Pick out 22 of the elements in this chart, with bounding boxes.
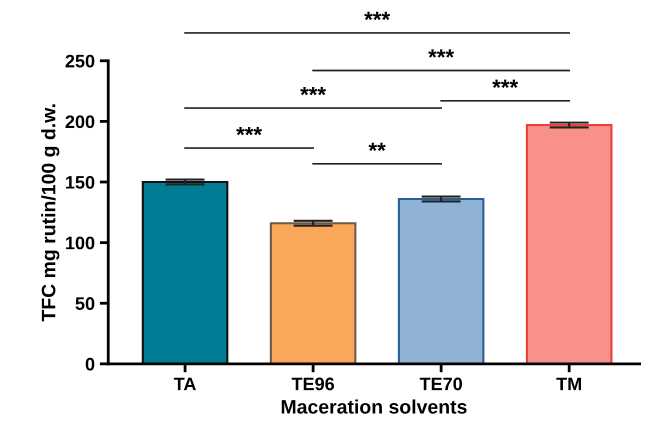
- annotation: ***: [300, 86, 326, 96]
- y-tick-label: 200: [66, 115, 94, 128]
- text: ***: [428, 49, 454, 58]
- x-tick-label: TM: [556, 378, 582, 390]
- annotation: ***: [492, 80, 518, 88]
- text: ***: [364, 12, 390, 20]
- y-tick-label: 250: [66, 54, 94, 68]
- x-tick-label: TE96: [292, 378, 334, 390]
- bar: [270, 222, 356, 364]
- x-tick-label: TE70: [420, 378, 462, 390]
- bar: [398, 198, 484, 364]
- bar: [526, 124, 612, 364]
- annotation: **: [368, 142, 386, 151]
- bar: [142, 180, 228, 364]
- x-tick-label: TA: [174, 378, 196, 390]
- x-axis-title: Maceration solvents: [282, 399, 467, 414]
- y-tick-label: 150: [66, 176, 94, 189]
- y-tick-label: 100: [66, 236, 94, 250]
- annotation: ***: [236, 126, 262, 136]
- y-axis-title: TFC mg rutin/100 g d.w.: [41, 104, 60, 322]
- y-tick-label: 50: [76, 297, 94, 310]
- y-tick-label: 0: [86, 358, 94, 371]
